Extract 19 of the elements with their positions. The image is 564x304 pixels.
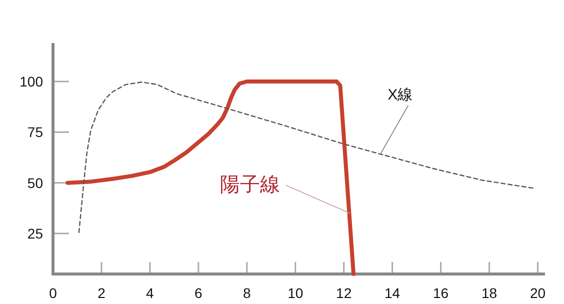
x-tick-label: 14 — [384, 285, 400, 301]
x-tick-label: 18 — [481, 285, 498, 301]
x-tick-label: 8 — [242, 285, 251, 301]
y-tick-label: 50 — [27, 174, 44, 191]
x-tick-label: 4 — [146, 285, 154, 301]
y-tick-label: 25 — [27, 225, 44, 242]
y-tick-label: 100 — [20, 74, 44, 90]
x-tick-label: 12 — [336, 285, 352, 301]
annotation: 陽子線 — [220, 174, 280, 196]
annotation: X線 — [388, 86, 413, 104]
line-series — [78, 82, 536, 234]
x-tick-label: 10 — [288, 285, 304, 301]
y-tick-label: 75 — [27, 124, 44, 140]
x-tick-label: 2 — [98, 285, 106, 301]
x-tick-label: 16 — [432, 285, 449, 301]
x-tick-label: 20 — [530, 285, 546, 301]
x-tick-label: 6 — [194, 285, 203, 301]
line-series — [66, 80, 356, 276]
x-tick-label: 0 — [49, 285, 58, 301]
